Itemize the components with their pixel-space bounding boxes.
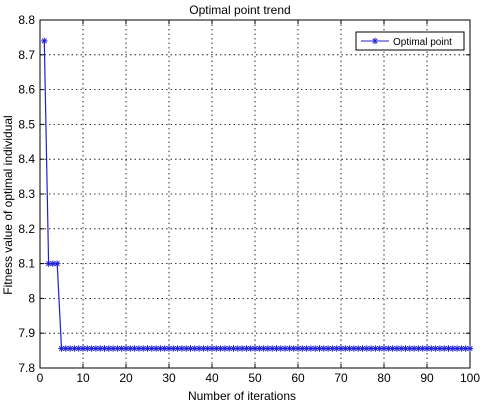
data-point-marker (88, 345, 95, 352)
x-tick-label: 100 (460, 371, 480, 385)
chart-title: Optimal point trend (189, 3, 290, 17)
data-point-marker (54, 260, 61, 267)
data-point-marker (66, 345, 74, 352)
data-point-marker (466, 345, 474, 352)
y-tick-label: 8 (28, 291, 35, 305)
data-point-marker (363, 345, 370, 352)
y-axis-label: Fitness value of optimal individual (1, 115, 15, 294)
data-point-marker (462, 345, 469, 352)
x-tick-label: 70 (334, 371, 348, 385)
y-tick-label: 8.1 (18, 257, 35, 271)
x-tick-label: 0 (37, 371, 44, 385)
y-tick-label: 8.2 (18, 222, 35, 236)
x-tick-label: 80 (377, 371, 391, 385)
data-point-marker (58, 345, 65, 352)
data-point-marker (122, 345, 130, 352)
data-point-marker (419, 345, 426, 352)
y-tick-label: 7.8 (18, 361, 35, 375)
legend-box (355, 31, 465, 51)
data-point-marker (389, 345, 396, 352)
legend: Optimal point (355, 31, 465, 51)
data-point-marker (281, 345, 289, 352)
y-tick-label: 8.6 (18, 83, 35, 97)
data-point-marker (303, 345, 310, 352)
data-point-marker (45, 260, 52, 267)
y-tick-label: 8.7 (18, 48, 35, 62)
data-point-marker (152, 345, 160, 352)
x-tick-label: 50 (248, 371, 262, 385)
data-point-marker (148, 345, 155, 352)
data-point-marker (320, 345, 327, 352)
legend-asterisk-icon (371, 37, 379, 45)
data-point-marker (299, 345, 306, 352)
legend-marker (371, 37, 379, 45)
x-tick-label: 40 (205, 371, 219, 385)
data-point-marker (41, 37, 48, 45)
x-tick-label: 20 (119, 371, 133, 385)
x-tick-label: 10 (76, 371, 90, 385)
y-tick-label: 8.4 (18, 152, 35, 166)
data-point-marker (127, 345, 134, 352)
data-point-marker (264, 345, 272, 352)
data-point-marker (191, 345, 198, 352)
x-axis-label: Number of iterations (188, 389, 296, 403)
data-point-marker (273, 345, 280, 352)
data-point-marker (114, 345, 121, 352)
y-tick-label: 7.9 (18, 326, 35, 340)
x-tick-label: 60 (291, 371, 305, 385)
data-point-marker (312, 345, 319, 352)
axis-ticks: 0 10 20 30 40 50 60 70 80 90 100 7.8 7.9 8 8.1 8.2 8.3 8.… (18, 13, 480, 385)
data-point-marker (432, 345, 439, 352)
data-point-marker (208, 345, 216, 352)
data-point-marker (161, 345, 168, 352)
data-point-marker (398, 345, 405, 352)
legend-label-optimal-point: Optimal point (393, 37, 452, 48)
data-point-marker (256, 345, 263, 352)
x-tick-label: 30 (162, 371, 176, 385)
y-tick-label: 8.5 (18, 117, 35, 131)
data-point-marker (380, 345, 388, 352)
y-tick-label: 8.8 (18, 13, 35, 27)
series-layer (41, 37, 474, 352)
x-tick-label: 90 (420, 371, 434, 385)
data-point-marker (213, 345, 220, 352)
data-point-marker (204, 345, 211, 352)
y-tick-label: 8.3 (18, 187, 35, 201)
